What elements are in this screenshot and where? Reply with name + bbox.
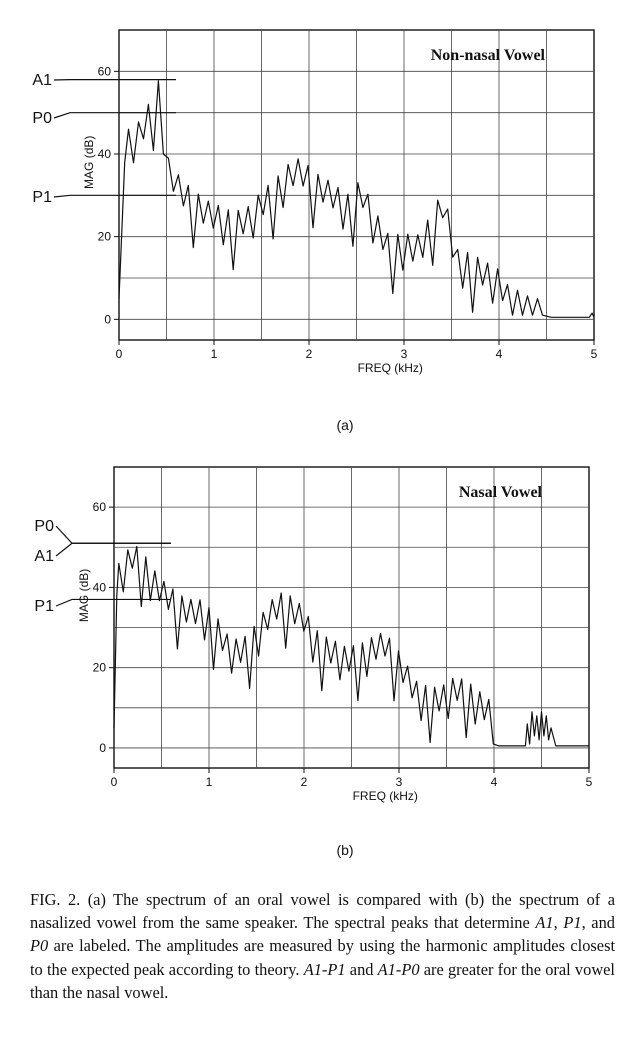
annotation-label-a1: A1 — [32, 72, 52, 89]
caption-text: are labeled. The amplitudes are measured… — [30, 936, 615, 979]
y-axis-label: MAG (dB) — [77, 569, 91, 622]
x-tick-label: 2 — [301, 775, 308, 789]
x-tick-label: 5 — [586, 775, 593, 789]
spectrum-line — [113, 545, 589, 747]
y-tick-label: 20 — [98, 230, 112, 244]
x-tick-label: 4 — [491, 775, 498, 789]
y-tick-label: 0 — [104, 312, 111, 326]
x-tick-label: 0 — [111, 775, 118, 789]
chart-title: Non-nasal Vowel — [431, 47, 546, 64]
x-tick-label: 1 — [206, 775, 213, 789]
caption-var-p1: P1 — [563, 913, 582, 933]
x-tick-label: 3 — [396, 775, 403, 789]
caption-var-a1-p0: A1-P0 — [377, 959, 420, 979]
y-tick-label: 20 — [93, 661, 107, 675]
y-tick-label: 60 — [98, 64, 112, 78]
annotation-leader-p0 — [53, 112, 176, 119]
annotation-label-p0: P0 — [34, 518, 54, 535]
x-tick-label: 3 — [401, 347, 408, 361]
caption-text: , and — [581, 913, 615, 933]
caption-text: are greater for the oral vowel than the … — [30, 959, 615, 1002]
y-tick-label: 40 — [98, 147, 112, 161]
annotation-label-p0: P0 — [32, 110, 52, 127]
spectrum-chart-b: 0 1 2 3 4 5 0 20 40 60 FREQ (kHz) MAG (dB) Nasal Vow… — [34, 466, 593, 858]
caption-var-a1-p1: A1-P1 — [303, 959, 346, 979]
annotation-label-a1: A1 — [34, 548, 54, 565]
spectrum-line — [118, 80, 595, 318]
caption-intro: FIG. 2. (a) The spectrum of an oral vowe… — [30, 890, 615, 933]
x-tick-label: 2 — [306, 347, 313, 361]
caption-var-a1: A1 — [535, 913, 554, 933]
spectrum-chart-a: 0 1 2 3 4 5 0 20 40 60 FREQ (kHz) MAG (dB) Non-nasal… — [32, 29, 598, 433]
y-tick-label: 0 — [99, 741, 106, 755]
panel-label: (b) — [336, 842, 353, 858]
annotation-leader-p1 — [53, 194, 176, 198]
caption-text: and — [345, 959, 378, 979]
x-axis-label: FREQ (kHz) — [353, 789, 418, 803]
panel-label: (a) — [336, 417, 353, 433]
y-axis-label: MAG (dB) — [82, 136, 96, 189]
caption-text: , — [553, 913, 564, 933]
chart-title: Nasal Vowel — [459, 484, 543, 501]
x-tick-label: 1 — [211, 347, 218, 361]
x-axis-label: FREQ (kHz) — [358, 361, 423, 375]
annotation-leader-a1 — [55, 542, 171, 557]
x-tick-label: 0 — [116, 347, 123, 361]
x-tick-label: 4 — [496, 347, 503, 361]
caption-var-p0: P0 — [30, 936, 49, 956]
annotation-label-p1: P1 — [32, 189, 52, 206]
x-tick-label: 5 — [591, 347, 598, 361]
y-tick-label: 40 — [93, 580, 107, 594]
figure-caption: FIG. 2. (a) The spectrum of an oral vowe… — [30, 888, 615, 1004]
y-tick-label: 60 — [93, 500, 107, 514]
annotation-leader-p1 — [55, 598, 171, 607]
annotation-label-p1: P1 — [34, 598, 54, 615]
